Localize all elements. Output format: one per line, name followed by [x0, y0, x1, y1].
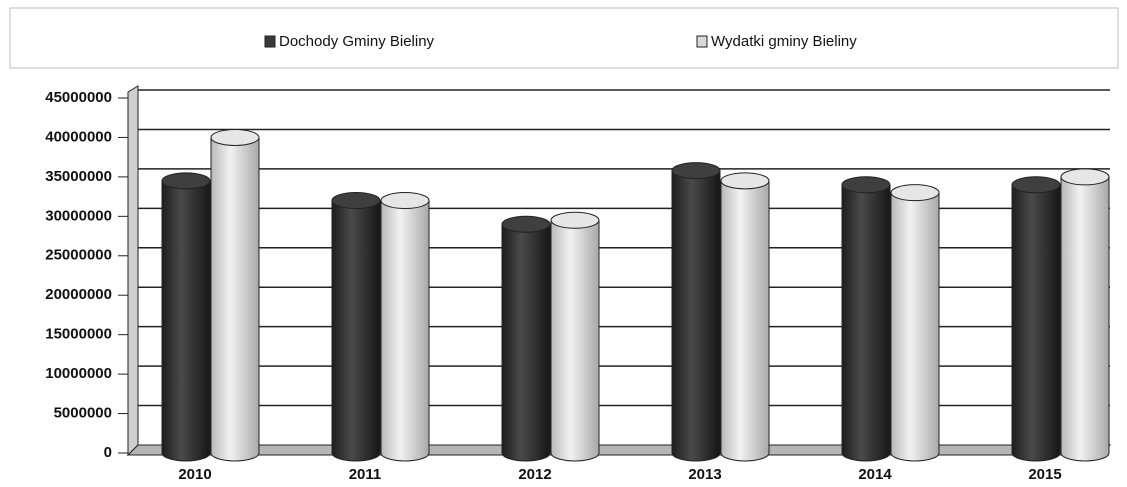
bar-top [380, 192, 430, 210]
y-tick-label: 15000000 [45, 326, 112, 343]
bar-top [331, 192, 381, 210]
bar-top [161, 172, 211, 190]
bar [550, 219, 600, 462]
bar [890, 192, 940, 462]
bar [841, 184, 891, 462]
y-tick-label: 10000000 [45, 365, 112, 382]
legend-swatch [696, 35, 708, 48]
y-tick-label: 0 [104, 444, 112, 461]
bar [671, 170, 721, 462]
bar [380, 200, 430, 462]
bar-top [1060, 168, 1110, 186]
bar-top [671, 162, 721, 180]
y-tick-label: 5000000 [54, 405, 112, 422]
bar-top [501, 215, 551, 233]
bar [1060, 176, 1110, 462]
bar [210, 136, 260, 462]
floor [126, 444, 1112, 456]
bar [331, 200, 381, 462]
x-tick-label: 2010 [178, 466, 211, 483]
bar [1011, 184, 1061, 462]
y-tick-label: 40000000 [45, 128, 112, 145]
bar [161, 180, 211, 462]
x-tick-label: 2014 [858, 466, 892, 483]
y-tick-label: 45000000 [45, 89, 112, 106]
bar-top [890, 184, 940, 202]
y-tick-label: 20000000 [45, 286, 112, 303]
x-tick-label: 2011 [349, 466, 382, 483]
legend-label: Wydatki gminy Bieliny [711, 33, 857, 50]
y-tick-label: 25000000 [45, 247, 112, 264]
bar-top [720, 172, 770, 190]
x-tick-label: 2015 [1028, 466, 1061, 483]
bar-top [1011, 176, 1061, 194]
x-tick-label: 2012 [518, 466, 551, 483]
bar-top [210, 128, 260, 146]
y-tick-label: 35000000 [45, 168, 112, 185]
y-tick-label: 30000000 [45, 207, 112, 224]
bar-top [550, 211, 600, 229]
legend-label: Dochody Gminy Bieliny [279, 33, 435, 50]
bar [501, 223, 551, 462]
legend-box [9, 7, 1119, 69]
bar [720, 180, 770, 462]
legend-swatch [264, 35, 276, 48]
bar-top [841, 176, 891, 194]
x-tick-label: 2013 [688, 466, 721, 483]
left-wall [127, 85, 139, 457]
